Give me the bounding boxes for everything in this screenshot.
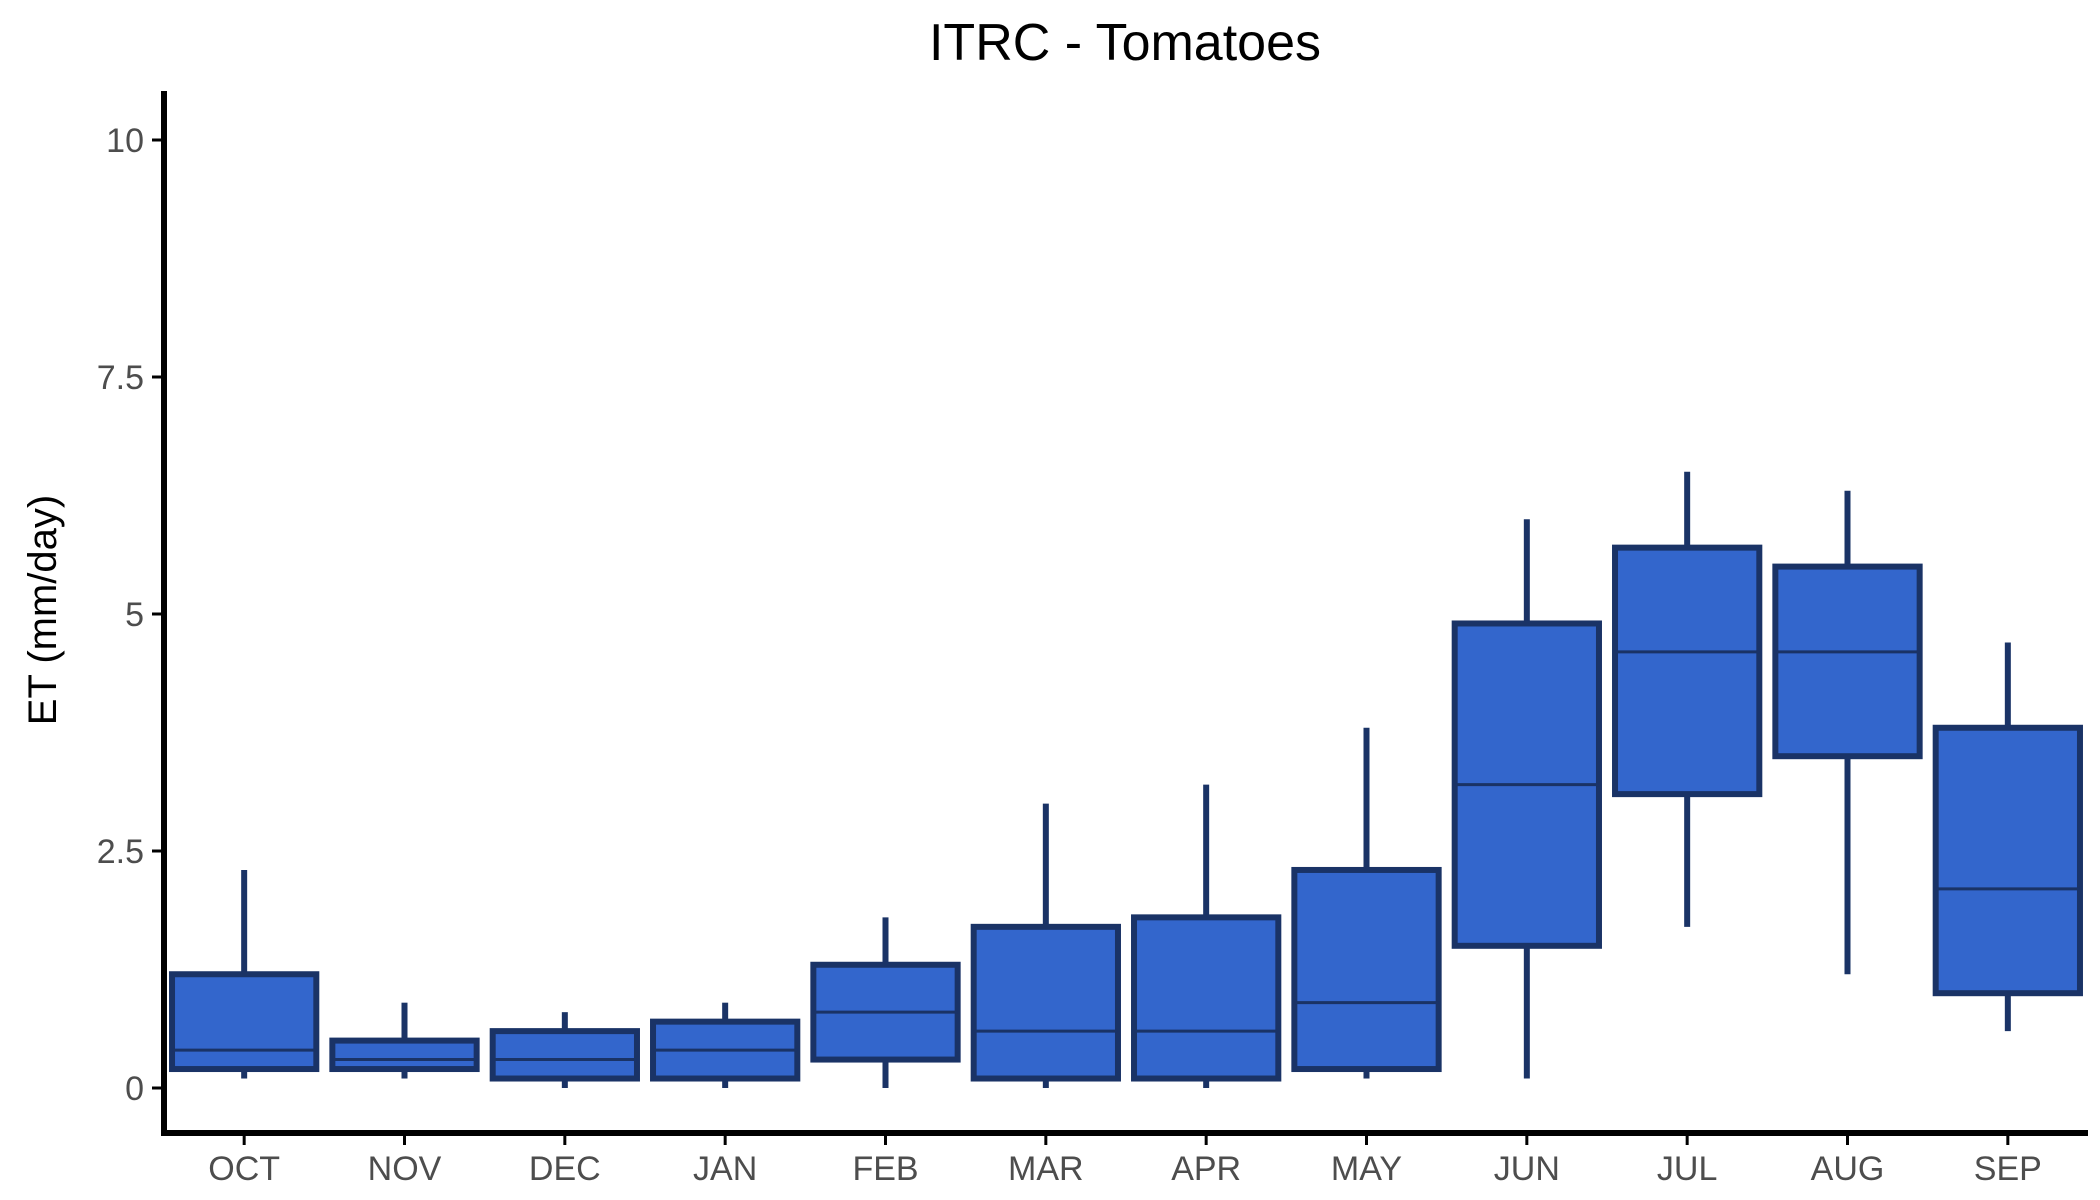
chart-title: ITRC - Tomatoes — [929, 14, 1321, 72]
y-axis-label: ET (mm/day) — [21, 495, 65, 725]
iqr-box — [1612, 544, 1763, 798]
box-aug — [1772, 490, 1923, 975]
box-jun — [1451, 519, 1602, 1079]
iqr-box — [1131, 914, 1282, 1082]
y-tick-label: 7.5 — [97, 359, 144, 397]
iqr-box — [1291, 866, 1442, 1073]
box-apr — [1131, 784, 1282, 1088]
y-axis-ticks: 0 2.5 5 7.5 10 — [97, 122, 164, 1108]
box-jul — [1612, 471, 1763, 927]
iqr-box — [1772, 563, 1923, 760]
iqr-box — [329, 1037, 480, 1073]
iqr-box — [169, 971, 320, 1073]
box-mar — [970, 803, 1121, 1088]
box-jan — [650, 1002, 801, 1088]
x-tick-label: NOV — [368, 1150, 442, 1188]
x-tick-label: MAY — [1331, 1150, 1402, 1188]
x-tick-label: APR — [1171, 1150, 1241, 1188]
x-tick-label: JUN — [1494, 1150, 1560, 1188]
iqr-box — [970, 923, 1121, 1082]
x-axis-ticks: OCT NOV DEC JAN FEB MAR APR MAY JUN JUL AUG SEP — [208, 1133, 2042, 1188]
y-tick-label: 0 — [125, 1070, 144, 1108]
box-feb — [810, 917, 961, 1088]
y-tick-label: 2.5 — [97, 833, 144, 871]
box-dec — [489, 1012, 640, 1088]
x-tick-label: OCT — [208, 1150, 280, 1188]
box-oct — [169, 869, 320, 1079]
box-sep — [1932, 642, 2083, 1032]
plot-area — [169, 471, 2083, 1088]
box-nov — [329, 1002, 480, 1079]
iqr-box — [489, 1028, 640, 1082]
x-tick-label: DEC — [529, 1150, 601, 1188]
x-tick-label: AUG — [1811, 1150, 1885, 1188]
x-tick-label: MAR — [1008, 1150, 1084, 1188]
x-tick-label: JUL — [1657, 1150, 1717, 1188]
iqr-box — [1932, 724, 2083, 997]
y-tick-label: 10 — [106, 122, 144, 160]
y-tick-label: 5 — [125, 596, 144, 634]
x-tick-label: FEB — [852, 1150, 918, 1188]
x-tick-label: SEP — [1974, 1150, 2042, 1188]
x-tick-label: JAN — [693, 1150, 757, 1188]
box-may — [1291, 727, 1442, 1079]
